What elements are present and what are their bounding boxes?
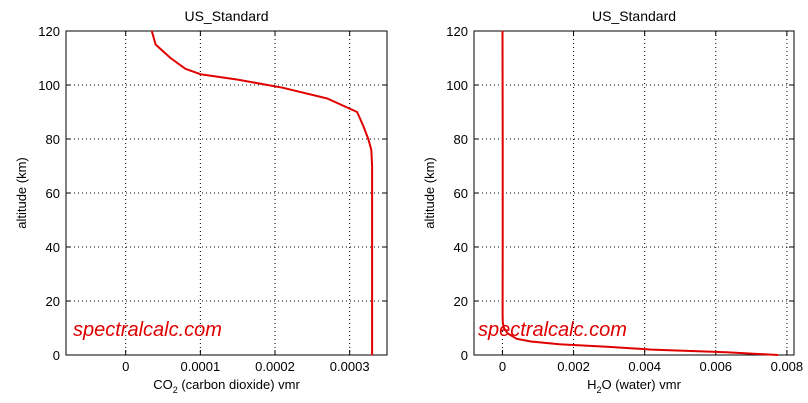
h2o-x-label-main: H — [587, 377, 596, 392]
h2o-ytick-label-3: 60 — [454, 186, 468, 201]
h2o-data-point-13 — [502, 192, 504, 194]
h2o-x-label-subscript: 2 — [596, 385, 601, 395]
h2o-ytick-label-0: 0 — [461, 348, 468, 363]
co2-data-point-6 — [367, 138, 369, 140]
co2-chart-title: US_Standard — [184, 8, 268, 24]
h2o-data-point-6 — [516, 338, 518, 340]
co2-data-point-12 — [199, 73, 201, 75]
h2o-data-point-9 — [502, 322, 504, 324]
h2o-data-point-1 — [725, 351, 728, 353]
h2o-data-point-14 — [502, 138, 504, 140]
h2o-xtick-label-3: 0.006 — [700, 359, 733, 374]
co2-data-point-13 — [184, 68, 187, 70]
co2-x-label-main: CO — [153, 377, 173, 392]
co2-ytick-label-2: 40 — [46, 240, 60, 255]
h2o-ytick-label-4: 80 — [454, 132, 468, 147]
co2-data-point-15 — [154, 43, 157, 46]
co2-x-label-subscript: 2 — [173, 385, 178, 395]
co2-data-point-3 — [371, 192, 373, 194]
co2-watermark: spectralcalc.com — [73, 319, 222, 341]
h2o-ytick-label-2: 40 — [454, 240, 468, 255]
h2o-x-axis-label: H2O (water) vmr — [587, 377, 682, 395]
co2-data-point-16 — [151, 30, 153, 32]
h2o-data-point-12 — [502, 246, 504, 248]
h2o-xtick-label-1: 0.002 — [557, 359, 590, 374]
co2-ytick-label-6: 120 — [38, 24, 60, 39]
h2o-data-point-3 — [608, 346, 610, 348]
h2o-data-point-0 — [777, 354, 779, 356]
co2-xtick-label-1: 0.0001 — [180, 359, 220, 374]
h2o-panel: 0 0.002 0.004 0.006 0.008 0 20 40 60 80 100 120 US_S… — [422, 8, 803, 395]
co2-data-point-10 — [281, 87, 284, 89]
h2o-ytick-label-1: 20 — [454, 294, 468, 309]
h2o-data-point-16 — [501, 30, 504, 32]
h2o-xtick-label-4: 0.008 — [771, 359, 804, 374]
h2o-xtick-label-2: 0.004 — [628, 359, 661, 374]
h2o-data-point-15 — [501, 84, 504, 86]
h2o-y-axis-label: altitude (km) — [422, 157, 437, 229]
co2-data-point-8 — [356, 111, 358, 113]
h2o-data-point-10 — [501, 313, 504, 316]
co2-y-axis-label: altitude (km) — [14, 157, 29, 229]
co2-data-point-5 — [370, 149, 372, 151]
co2-ytick-label-0: 0 — [53, 348, 60, 363]
co2-xtick-label-2: 0.0002 — [255, 359, 295, 374]
co2-data-point-9 — [326, 97, 328, 100]
co2-data-point-11 — [237, 79, 239, 81]
co2-data-point-7 — [362, 124, 364, 127]
co2-ytick-label-5: 100 — [38, 78, 60, 93]
co2-xtick-label-3: 0.0003 — [330, 359, 370, 374]
h2o-chart-title: US_Standard — [592, 8, 676, 24]
h2o-ytick-label-6: 120 — [446, 24, 468, 39]
h2o-data-point-11 — [501, 300, 504, 302]
co2-x-axis-label: CO2 (carbon dioxide) vmr — [153, 377, 300, 395]
h2o-data-point-8 — [503, 327, 505, 329]
h2o-x-label-rest: O (water) vmr — [601, 377, 681, 392]
co2-x-label-rest: (carbon dioxide) vmr — [178, 377, 301, 392]
co2-xtick-label-0: 0 — [122, 359, 129, 374]
h2o-ytick-label-5: 100 — [446, 78, 468, 93]
co2-ytick-label-3: 60 — [46, 186, 60, 201]
co2-data-point-4 — [371, 165, 373, 167]
co2-data-point-14 — [169, 57, 172, 59]
co2-ytick-label-4: 80 — [46, 132, 60, 147]
co2-panel: 0 0.0001 0.0002 0.0003 0 20 40 60 80 100 120 US_Sta… — [14, 8, 388, 395]
h2o-data-point-2 — [651, 349, 653, 351]
h2o-xtick-label-0: 0 — [499, 359, 506, 374]
co2-data-point-2 — [371, 246, 373, 248]
h2o-data-point-4 — [558, 343, 560, 345]
co2-profile-line — [150, 30, 374, 355]
co2-ytick-label-1: 20 — [46, 294, 60, 309]
h2o-data-point-7 — [507, 332, 509, 334]
h2o-watermark: spectralcalc.com — [478, 319, 627, 341]
co2-data-point-1 — [371, 300, 373, 302]
co2-data-point-0 — [371, 354, 373, 356]
h2o-profile-line — [501, 30, 779, 356]
h2o-data-point-5 — [530, 340, 532, 343]
